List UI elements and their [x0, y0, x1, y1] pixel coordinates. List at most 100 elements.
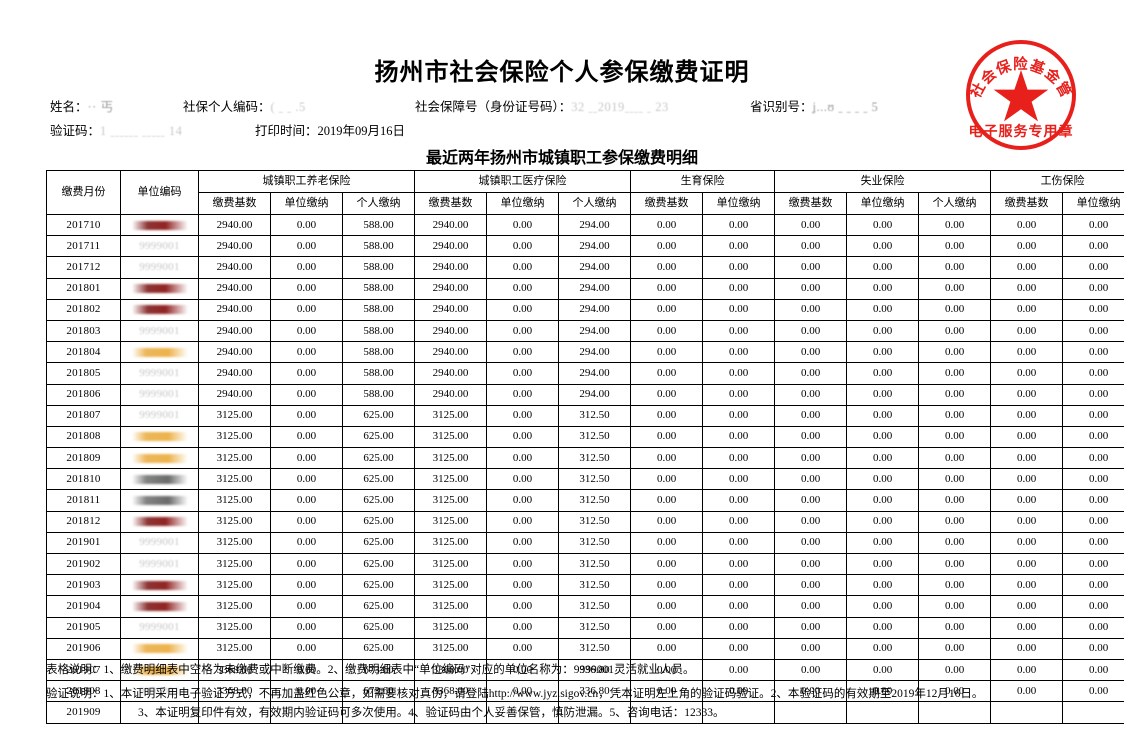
cell-amount: 312.50: [558, 510, 632, 533]
cell-amount: 0.00: [270, 341, 343, 364]
cell-month: 201904: [46, 595, 121, 618]
cell-amount: 0.00: [630, 256, 704, 279]
cell-amount: 0.00: [702, 319, 776, 343]
table-row: 201801 2940.00 0.00 588.00 2940.00 0.00 294.00…: [46, 277, 1124, 300]
cell-amount: 0.00: [270, 277, 343, 300]
redaction-mark: [131, 305, 188, 315]
cell-amount: 0.00: [702, 510, 776, 533]
cell-amount: 0.00: [270, 531, 343, 555]
table-row: 201906 3125.00 0.00 625.00 3125.00 0.00 312.50…: [46, 637, 1124, 660]
cell-amount: 0.00: [486, 277, 560, 300]
cell-amount: 2940.00: [198, 341, 271, 364]
cell-unit-code-redacted: 9999001: [120, 552, 199, 576]
cell-unit-code-redacted: 9999001: [120, 404, 199, 427]
redaction-mark: 9999001: [139, 684, 180, 697]
cell-unit-code-redacted: 9999001: [120, 319, 199, 343]
cell-amount: 0.00: [702, 489, 776, 512]
cell-amount: 3125.00: [414, 637, 488, 660]
redaction-mark: [131, 644, 188, 654]
cell-amount: 0.00: [702, 531, 776, 555]
redaction-mark: [131, 284, 188, 294]
cell-amount: 0.00: [990, 341, 1064, 364]
cell-amount: 2940.00: [414, 362, 488, 385]
cell-amount: 0.00: [702, 256, 776, 279]
col-subheader-0-2: 个人缴纳: [341, 192, 416, 215]
cell-amount: 294.00: [558, 277, 632, 300]
col-group-header-0: 城镇职工养老保险: [197, 170, 416, 193]
cell-month: 201804: [46, 341, 121, 364]
cell-amount: 0.00: [774, 574, 848, 597]
cell-amount: 0.00: [1062, 256, 1124, 279]
cell-amount: 0.00: [1062, 341, 1124, 364]
cell-amount: 0.00: [846, 425, 920, 449]
cell-amount: 0.00: [918, 383, 992, 406]
cell-amount: 0.00: [774, 362, 848, 385]
cell-amount: 588.00: [341, 213, 416, 237]
cell-unit-code-redacted: [120, 298, 199, 321]
cell-amount: 0.00: [1062, 595, 1124, 618]
cell-month: 201902: [46, 552, 121, 576]
table-row: 201710 2940.00 0.00 588.00 2940.00 0.00 294.00…: [46, 213, 1124, 237]
cell-amount: 3125.00: [198, 404, 271, 427]
note-verification-continued: 3、本证明复印件有效，有效期内验证码可多次使用。4、验证码由个人妥善保管，慎防泄…: [138, 707, 725, 719]
cell-unit-code-redacted: [120, 277, 199, 300]
cell-amount: 625.00: [341, 637, 416, 660]
cell-amount: 2940.00: [414, 256, 488, 279]
cell-amount: 0.00: [270, 552, 343, 576]
cell-amount: 0.00: [918, 447, 992, 470]
table-row: 201805 9999001 2940.00 0.00 588.00 2940.00 0.0…: [46, 362, 1124, 385]
field-ssn-label: 社会保障号（身份证号码）：: [415, 100, 572, 114]
cell-amount: 2940.00: [198, 383, 271, 406]
cell-amount: 0.00: [846, 319, 920, 343]
cell-amount: 625.00: [341, 531, 416, 555]
cell-amount: 0.00: [702, 298, 776, 321]
cell-amount: 0.00: [1062, 510, 1124, 533]
cell-amount: 625.00: [341, 595, 416, 618]
cell-amount: 2940.00: [414, 319, 488, 343]
cell-amount: 0.00: [846, 447, 920, 470]
cell-amount: 0.00: [1062, 447, 1124, 470]
cell-amount: 0.00: [270, 510, 343, 533]
cell-amount: 0.00: [774, 531, 848, 555]
cell-amount: 0.00: [918, 277, 992, 300]
cell-amount: 0.00: [918, 574, 992, 597]
cell-unit-code-redacted: 9999001: [120, 383, 199, 406]
cell-amount: 2940.00: [198, 362, 271, 385]
cell-amount: 0.00: [486, 595, 560, 618]
cell-amount: 0.00: [846, 277, 920, 300]
cell-amount: 0.00: [702, 277, 776, 300]
cell-amount: 2940.00: [414, 235, 488, 258]
cell-amount: 0.00: [630, 404, 704, 427]
cell-amount: 0.00: [846, 404, 920, 427]
cell-amount: 0.00: [1062, 383, 1124, 406]
col-group-header-1: 城镇职工医疗保险: [414, 170, 632, 193]
col-subheader-0-1: 单位缴纳: [270, 192, 343, 215]
cell-amount: 312.50: [558, 468, 632, 491]
field-province-id-value: ʝ...ʊ ˍ ˍ ˍ ˍ 5: [812, 100, 879, 114]
cell-amount: 0.00: [918, 256, 992, 279]
redaction-mark: [131, 580, 188, 590]
cell-amount: 0.00: [630, 447, 704, 470]
cell-amount: 0.00: [774, 489, 848, 512]
cell-amount: 0.00: [630, 383, 704, 406]
cell-amount: 0.00: [630, 277, 704, 300]
note-verification-explanation: 验证说明：1、本证明采用电子验证方式，不再加盖红色公章，如需要核对真伪，请登陆h…: [46, 688, 984, 700]
table-header-row-groups: 缴费月份 单位编码 城镇职工养老保险 城镇职工医疗保险 生育保险 失业保险 工伤保险: [46, 170, 1124, 215]
redaction-mark: 9999001: [139, 557, 180, 570]
cell-amount: 312.50: [558, 489, 632, 512]
cell-amount: 0.00: [486, 341, 560, 364]
cell-amount: 0.00: [1062, 616, 1124, 639]
redaction-mark: [131, 517, 188, 527]
cell-amount: 588.00: [341, 341, 416, 364]
cell-amount: 0.00: [486, 552, 560, 576]
cell-amount: 625.00: [341, 552, 416, 576]
cell-amount: 2940.00: [414, 277, 488, 300]
cell-unit-code-redacted: 9999001: [120, 616, 199, 639]
col-subheader-0-0: 缴费基数: [198, 192, 271, 215]
cell-amount: 0.00: [774, 235, 848, 258]
col-group-header-4: 工伤保险: [990, 170, 1124, 193]
cell-amount: 3125.00: [414, 531, 488, 555]
cell-amount: 0.00: [486, 574, 560, 597]
cell-amount: 0.00: [270, 235, 343, 258]
cell-amount: 3125.00: [414, 404, 488, 427]
